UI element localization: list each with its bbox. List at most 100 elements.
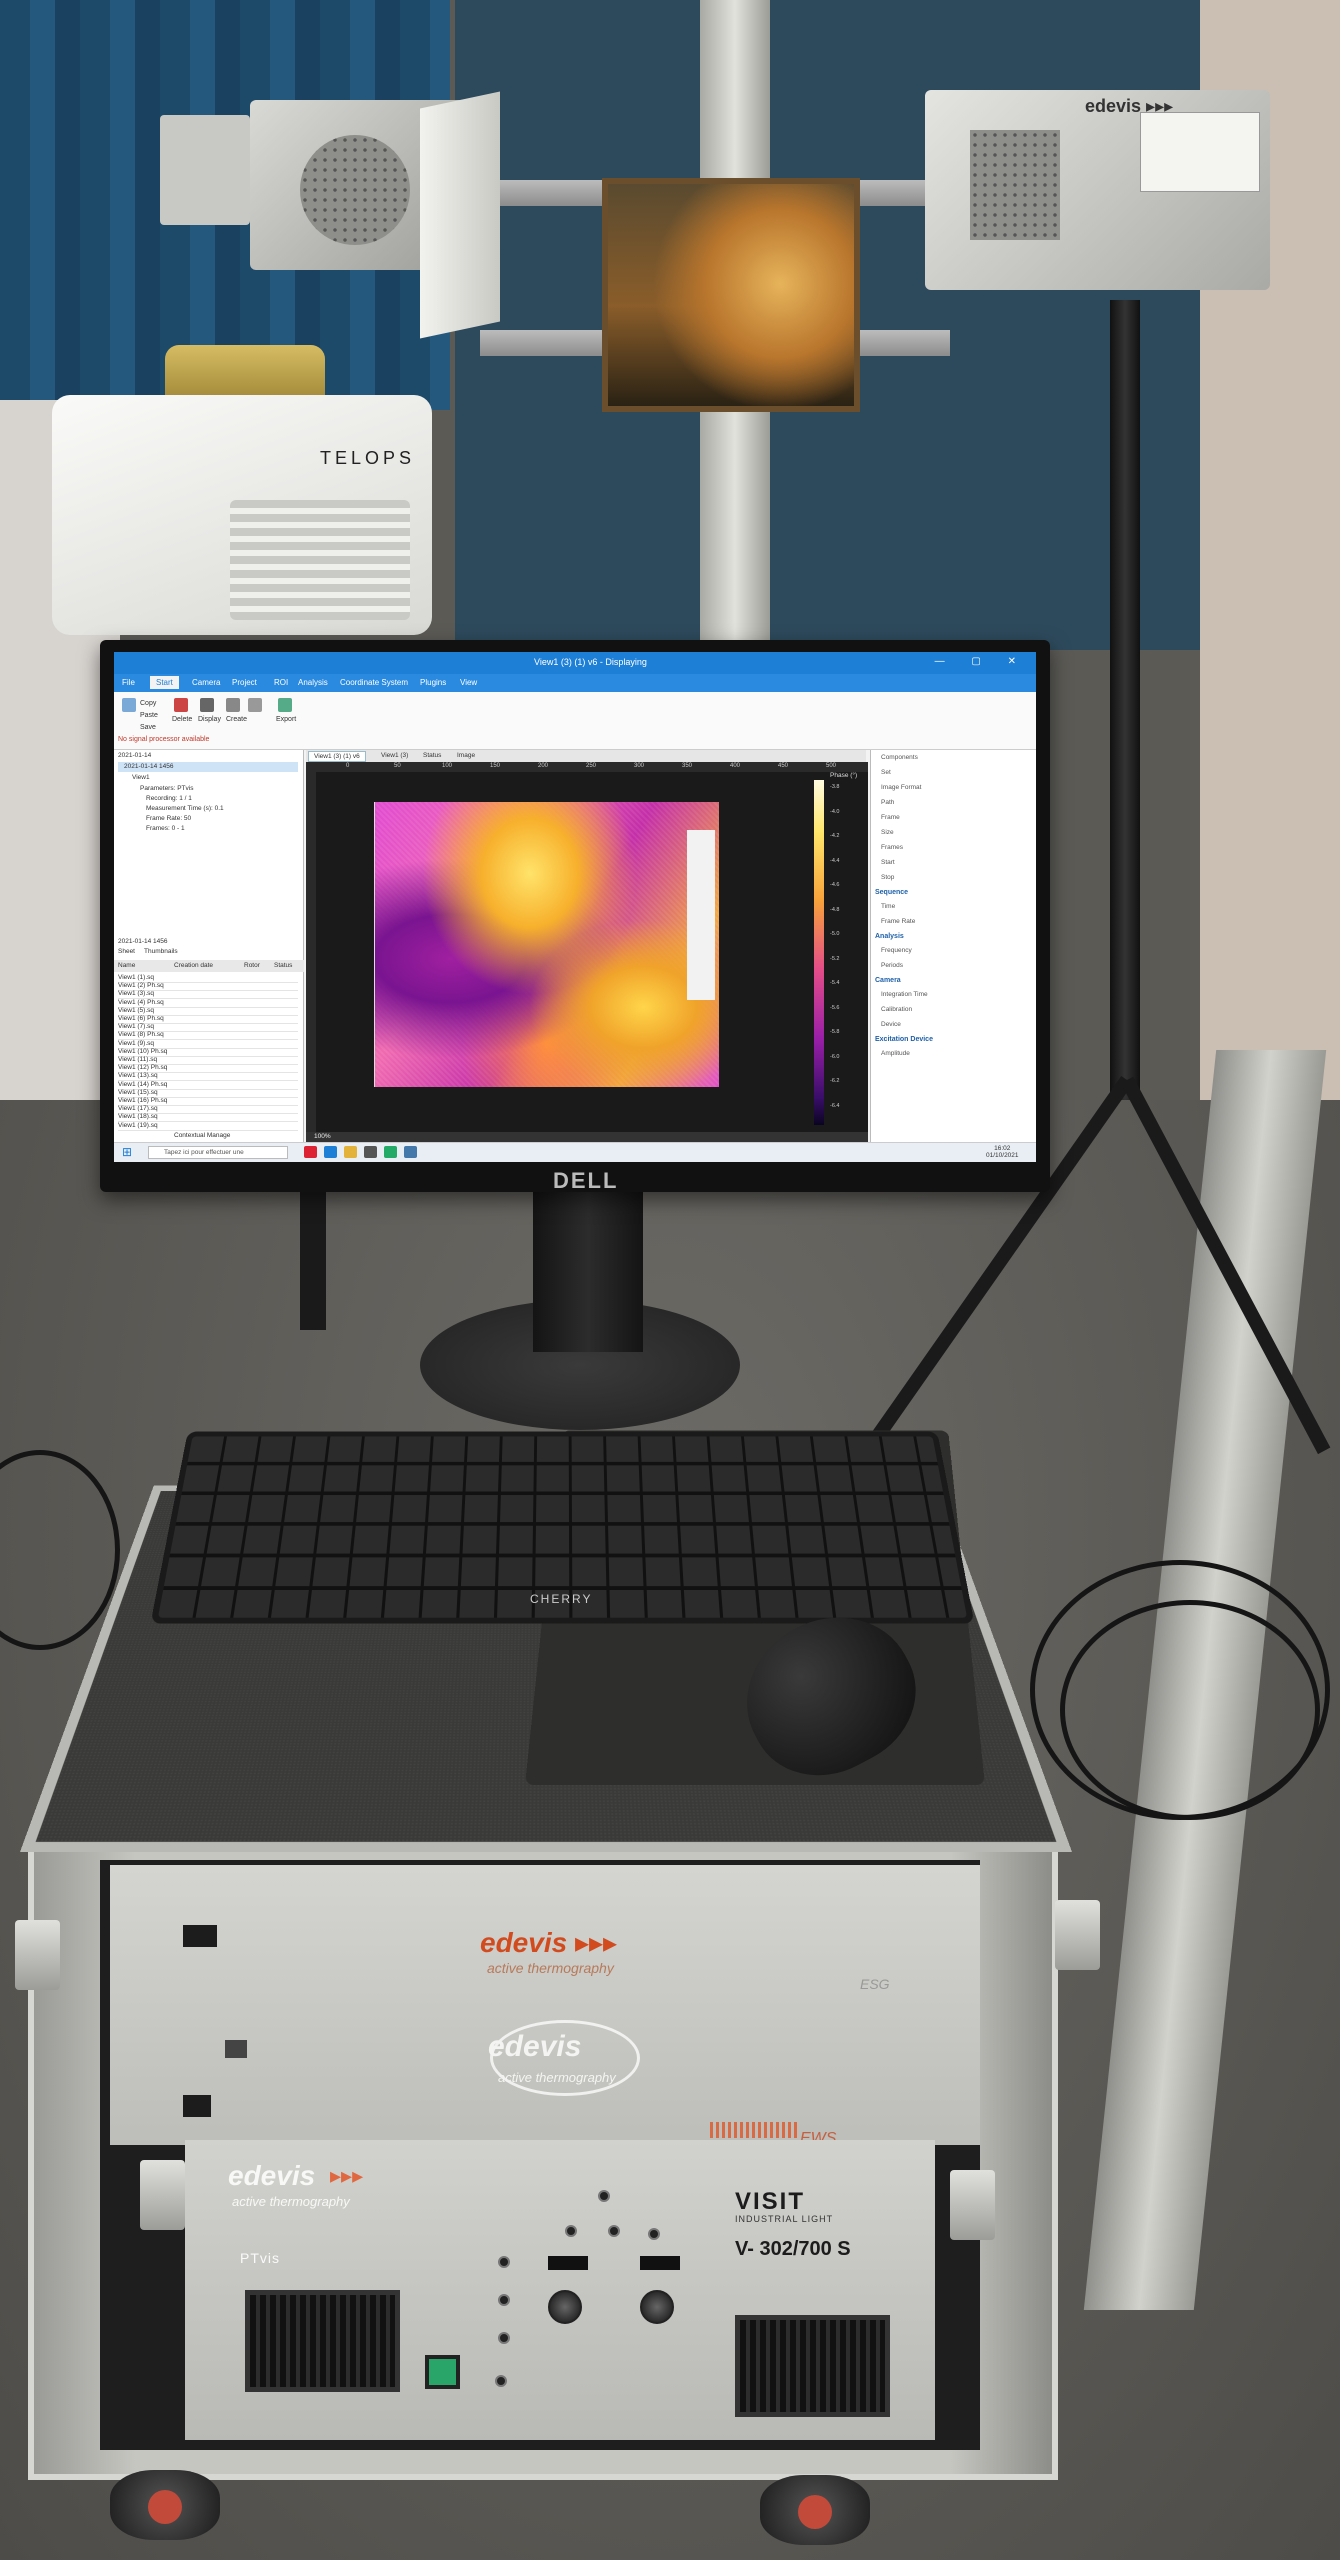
property-field[interactable]: Image Format: [881, 784, 922, 791]
esg-switch[interactable]: [183, 2095, 211, 2117]
property-field[interactable]: Frequency: [881, 947, 912, 954]
panel-footer[interactable]: Contextual Manage: [174, 1132, 231, 1139]
property-section[interactable]: Analysis: [875, 933, 904, 940]
property-field[interactable]: Calibration: [881, 1006, 913, 1013]
menu-roi[interactable]: ROI: [274, 678, 289, 687]
table-row[interactable]: View1 (18).sq: [118, 1113, 158, 1121]
tab-view[interactable]: View1 (3) (1) v6: [308, 751, 366, 762]
esg-power-switch[interactable]: [183, 1925, 217, 1947]
display-icon[interactable]: [200, 698, 214, 712]
tab-sheet[interactable]: Sheet: [118, 948, 135, 955]
table-row[interactable]: View1 (10) Ph.sq: [118, 1047, 168, 1055]
property-field[interactable]: Path: [881, 799, 895, 806]
taskbar-search-input[interactable]: [148, 1146, 288, 1159]
table-row[interactable]: View1 (3).sq: [118, 990, 155, 998]
tree-item[interactable]: View1: [132, 774, 150, 781]
stop-icon[interactable]: [248, 698, 262, 712]
app-icon[interactable]: [304, 1146, 317, 1158]
control-knob[interactable]: [548, 2290, 582, 2324]
connector[interactable]: [498, 2256, 510, 2268]
connector[interactable]: [598, 2190, 610, 2202]
table-row[interactable]: View1 (5).sq: [118, 1006, 155, 1014]
tab-view-2[interactable]: View1 (3): [381, 752, 409, 759]
table-row[interactable]: View1 (6) Ph.sq: [118, 1015, 164, 1022]
col-creation-date[interactable]: Creation date: [174, 962, 214, 969]
property-field[interactable]: Components: [881, 754, 918, 761]
connector[interactable]: [498, 2294, 510, 2306]
ribbon-paste[interactable]: Paste: [140, 712, 158, 719]
table-row[interactable]: View1 (17).sq: [118, 1105, 158, 1113]
folder-icon[interactable]: [344, 1146, 357, 1158]
connector[interactable]: [608, 2225, 620, 2237]
windows-start-icon[interactable]: ⊞: [122, 1145, 133, 1159]
property-field[interactable]: Integration Time: [881, 991, 928, 998]
table-row[interactable]: View1 (19).sq: [118, 1121, 158, 1129]
window-controls[interactable]: — ▢ ✕: [934, 656, 1028, 667]
export-icon[interactable]: [278, 698, 292, 712]
tab-status[interactable]: Status: [423, 752, 442, 759]
table-row[interactable]: View1 (7).sq: [118, 1023, 155, 1031]
connector[interactable]: [495, 2375, 507, 2387]
table-row[interactable]: View1 (9).sq: [118, 1039, 155, 1047]
table-row[interactable]: View1 (14) Ph.sq: [118, 1080, 168, 1088]
play-icon[interactable]: [226, 698, 240, 712]
ribbon-display[interactable]: Display: [198, 716, 221, 723]
table-row[interactable]: View1 (8) Ph.sq: [118, 1031, 164, 1039]
control-knob[interactable]: [640, 2290, 674, 2324]
property-field[interactable]: Frames: [881, 844, 904, 851]
table-row[interactable]: View1 (13).sq: [118, 1072, 158, 1080]
property-field[interactable]: Set: [881, 769, 891, 776]
property-field[interactable]: Frame Rate: [881, 918, 916, 925]
table-row[interactable]: View1 (15).sq: [118, 1088, 158, 1096]
ribbon-export[interactable]: Export: [276, 716, 297, 723]
ribbon-copy[interactable]: Copy: [140, 700, 157, 707]
property-field[interactable]: Periods: [881, 962, 904, 969]
zoom-level[interactable]: 100%: [314, 1133, 331, 1140]
connector[interactable]: [498, 2332, 510, 2344]
menu-file[interactable]: File: [122, 678, 135, 687]
tab-image[interactable]: Image: [457, 752, 476, 759]
menu-coordinate-system[interactable]: Coordinate System: [340, 678, 409, 687]
property-field[interactable]: Start: [881, 859, 895, 866]
property-field[interactable]: Size: [881, 829, 894, 836]
table-row[interactable]: View1 (11).sq: [118, 1056, 158, 1063]
table-row[interactable]: View1 (16) Ph.sq: [118, 1097, 168, 1104]
app-icon[interactable]: [384, 1146, 397, 1158]
copy-icon[interactable]: [122, 698, 136, 712]
ribbon-create[interactable]: Create: [226, 716, 248, 723]
property-field[interactable]: Device: [881, 1021, 901, 1028]
tab-thumbnails[interactable]: Thumbnails: [144, 948, 178, 955]
menu-project[interactable]: Project: [232, 678, 257, 687]
tree-item[interactable]: Parameters: PTvis: [140, 785, 194, 792]
table-row[interactable]: View1 (1).sq: [118, 974, 155, 981]
table-row[interactable]: View1 (4) Ph.sq: [118, 998, 164, 1006]
power-switch[interactable]: [425, 2355, 460, 2389]
property-field[interactable]: Amplitude: [881, 1050, 910, 1057]
ribbon-delete[interactable]: Delete: [172, 716, 193, 723]
thermogram-phase-image[interactable]: [374, 802, 719, 1087]
property-field[interactable]: Stop: [881, 874, 895, 881]
store-icon[interactable]: [364, 1146, 377, 1158]
tree-root[interactable]: 2021-01-14 1456: [124, 763, 174, 770]
property-field[interactable]: Frame: [881, 814, 900, 821]
property-section[interactable]: Excitation Device: [875, 1036, 933, 1043]
col-status[interactable]: Status: [274, 962, 293, 969]
property-section[interactable]: Sequence: [875, 889, 909, 896]
property-field[interactable]: Time: [881, 903, 896, 910]
menu-camera[interactable]: Camera: [192, 678, 221, 687]
col-name[interactable]: Name: [118, 962, 136, 969]
taskbar-clock[interactable]: 16:02 01/10/2021: [986, 1145, 1019, 1159]
delete-icon[interactable]: [174, 698, 188, 712]
property-section[interactable]: Camera: [875, 977, 901, 984]
app-icon[interactable]: [404, 1146, 417, 1158]
table-row[interactable]: View1 (12) Ph.sq: [118, 1064, 168, 1072]
menu-analysis[interactable]: Analysis: [298, 678, 328, 687]
table-row[interactable]: View1 (2) Ph.sq: [118, 982, 164, 990]
menu-start[interactable]: Start: [150, 676, 179, 689]
usb-port[interactable]: [225, 2040, 247, 2058]
connector[interactable]: [565, 2225, 577, 2237]
col-rotor[interactable]: Rotor: [244, 962, 260, 969]
menu-plugins[interactable]: Plugins: [420, 678, 447, 687]
menu-view[interactable]: View: [460, 678, 478, 687]
edge-icon[interactable]: [324, 1146, 337, 1158]
